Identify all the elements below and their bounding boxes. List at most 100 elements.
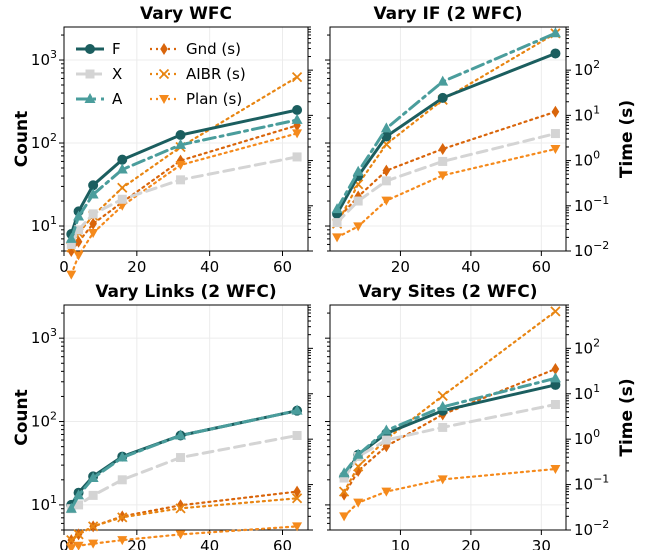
legend-label: X <box>112 65 122 83</box>
data-point <box>382 164 391 177</box>
data-point <box>117 154 128 165</box>
data-point <box>73 251 84 261</box>
y-axis-count <box>325 34 330 252</box>
series-line <box>70 490 299 542</box>
series-F <box>332 48 561 219</box>
data-point <box>65 502 77 513</box>
data-point <box>73 489 85 500</box>
data-point <box>117 512 128 523</box>
y2-tick-label: 10−2 <box>574 239 609 260</box>
data-point <box>175 160 186 170</box>
series-line <box>335 52 557 216</box>
legend-marker <box>84 93 96 103</box>
data-point <box>87 521 99 532</box>
y2-tick-label: 100 <box>574 427 600 448</box>
data-point <box>437 92 448 103</box>
data-point <box>549 27 561 38</box>
legend-label: Plan (s) <box>186 90 242 108</box>
x-tick-label: 20 <box>127 258 146 276</box>
data-point <box>176 453 186 463</box>
data-point <box>332 218 342 228</box>
y-axis-count <box>325 312 330 531</box>
subplot-4: 10−2 10−1 100 101 102 10 20 30 Vary Sites (2 WFC… <box>325 282 637 550</box>
x-tick-label: 30 <box>532 537 551 550</box>
x-tick-label: 40 <box>461 258 480 276</box>
y-axis-label: Count <box>12 389 32 446</box>
data-point <box>175 429 187 440</box>
y-axis-count: 101 102 103 <box>31 312 64 531</box>
data-point <box>332 233 343 243</box>
y-tick-label: 102 <box>31 131 57 152</box>
series-A <box>65 113 303 243</box>
data-point <box>292 431 302 441</box>
subplot-2: 10−2 10−1 100 101 102 20 40 60 Vary IF (2 WFC) Ti… <box>325 4 637 276</box>
series-line <box>69 434 299 511</box>
data-point <box>65 232 77 243</box>
y2-tick-label: 101 <box>574 382 600 403</box>
x-axis: 0 20 40 60 <box>59 251 292 276</box>
data-point <box>73 529 84 540</box>
series-line <box>342 383 557 478</box>
data-point <box>175 503 186 514</box>
x-tick-label: 0 <box>59 258 69 276</box>
x-tick-label: 20 <box>127 537 146 550</box>
data-point <box>116 451 128 462</box>
data-point <box>437 390 448 401</box>
data-point <box>550 145 561 155</box>
data-point <box>74 500 84 510</box>
series-P <box>66 522 303 550</box>
series-G <box>340 363 560 501</box>
y-axis-time: 10−2 10−1 100 101 102 <box>566 26 609 260</box>
data-point <box>381 435 391 445</box>
series-A <box>338 372 561 478</box>
data-point <box>175 129 186 140</box>
data-point <box>117 201 128 211</box>
x-tick-label: 40 <box>200 537 219 550</box>
series-A <box>331 27 561 214</box>
data-point <box>88 209 98 219</box>
legend-marker <box>85 44 95 54</box>
y-tick-label: 103 <box>31 48 57 69</box>
data-point <box>116 163 128 174</box>
data-point <box>380 424 392 435</box>
x-tick-label: 60 <box>532 258 551 276</box>
y-axis-count: 101 102 103 <box>31 34 64 252</box>
series-line <box>69 155 299 246</box>
data-point <box>381 176 391 186</box>
x-tick-label: 0 <box>59 537 69 550</box>
data-point <box>89 217 97 230</box>
data-point <box>88 180 99 191</box>
data-point <box>292 129 303 139</box>
subplot-3: 101 102 103 0 20 40 60 Vary Links (2 WFC) Count <box>12 282 313 550</box>
y2-tick-label: 102 <box>574 336 600 357</box>
legend-label: Gnd (s) <box>186 40 241 58</box>
series-line <box>70 132 299 276</box>
subplot-title: Vary Links (2 WFC) <box>95 282 276 302</box>
data-point <box>550 465 561 475</box>
legend-marker <box>159 95 169 104</box>
data-point <box>291 404 303 415</box>
data-point <box>73 210 85 221</box>
data-point <box>87 472 99 483</box>
data-point <box>117 194 127 204</box>
x-tick-label: 10 <box>391 537 410 550</box>
y2-tick-label: 10−1 <box>574 473 609 494</box>
data-point <box>438 422 448 432</box>
plot-frame <box>329 304 567 531</box>
data-point <box>381 196 392 206</box>
y-tick-label: 103 <box>31 326 57 347</box>
subplot-title: Vary Sites (2 WFC) <box>359 282 538 302</box>
series-line <box>343 467 557 518</box>
legend-marker <box>158 68 170 80</box>
data-point <box>292 104 303 115</box>
legend-label: AIBR (s) <box>186 65 246 83</box>
legend-marker <box>160 43 168 55</box>
data-point <box>550 306 561 317</box>
data-point <box>73 541 84 550</box>
x-tick-label: 40 <box>200 258 219 276</box>
y2-tick-label: 10−2 <box>574 518 609 539</box>
series-R <box>331 28 561 229</box>
data-point <box>291 493 303 504</box>
data-point <box>340 488 348 501</box>
